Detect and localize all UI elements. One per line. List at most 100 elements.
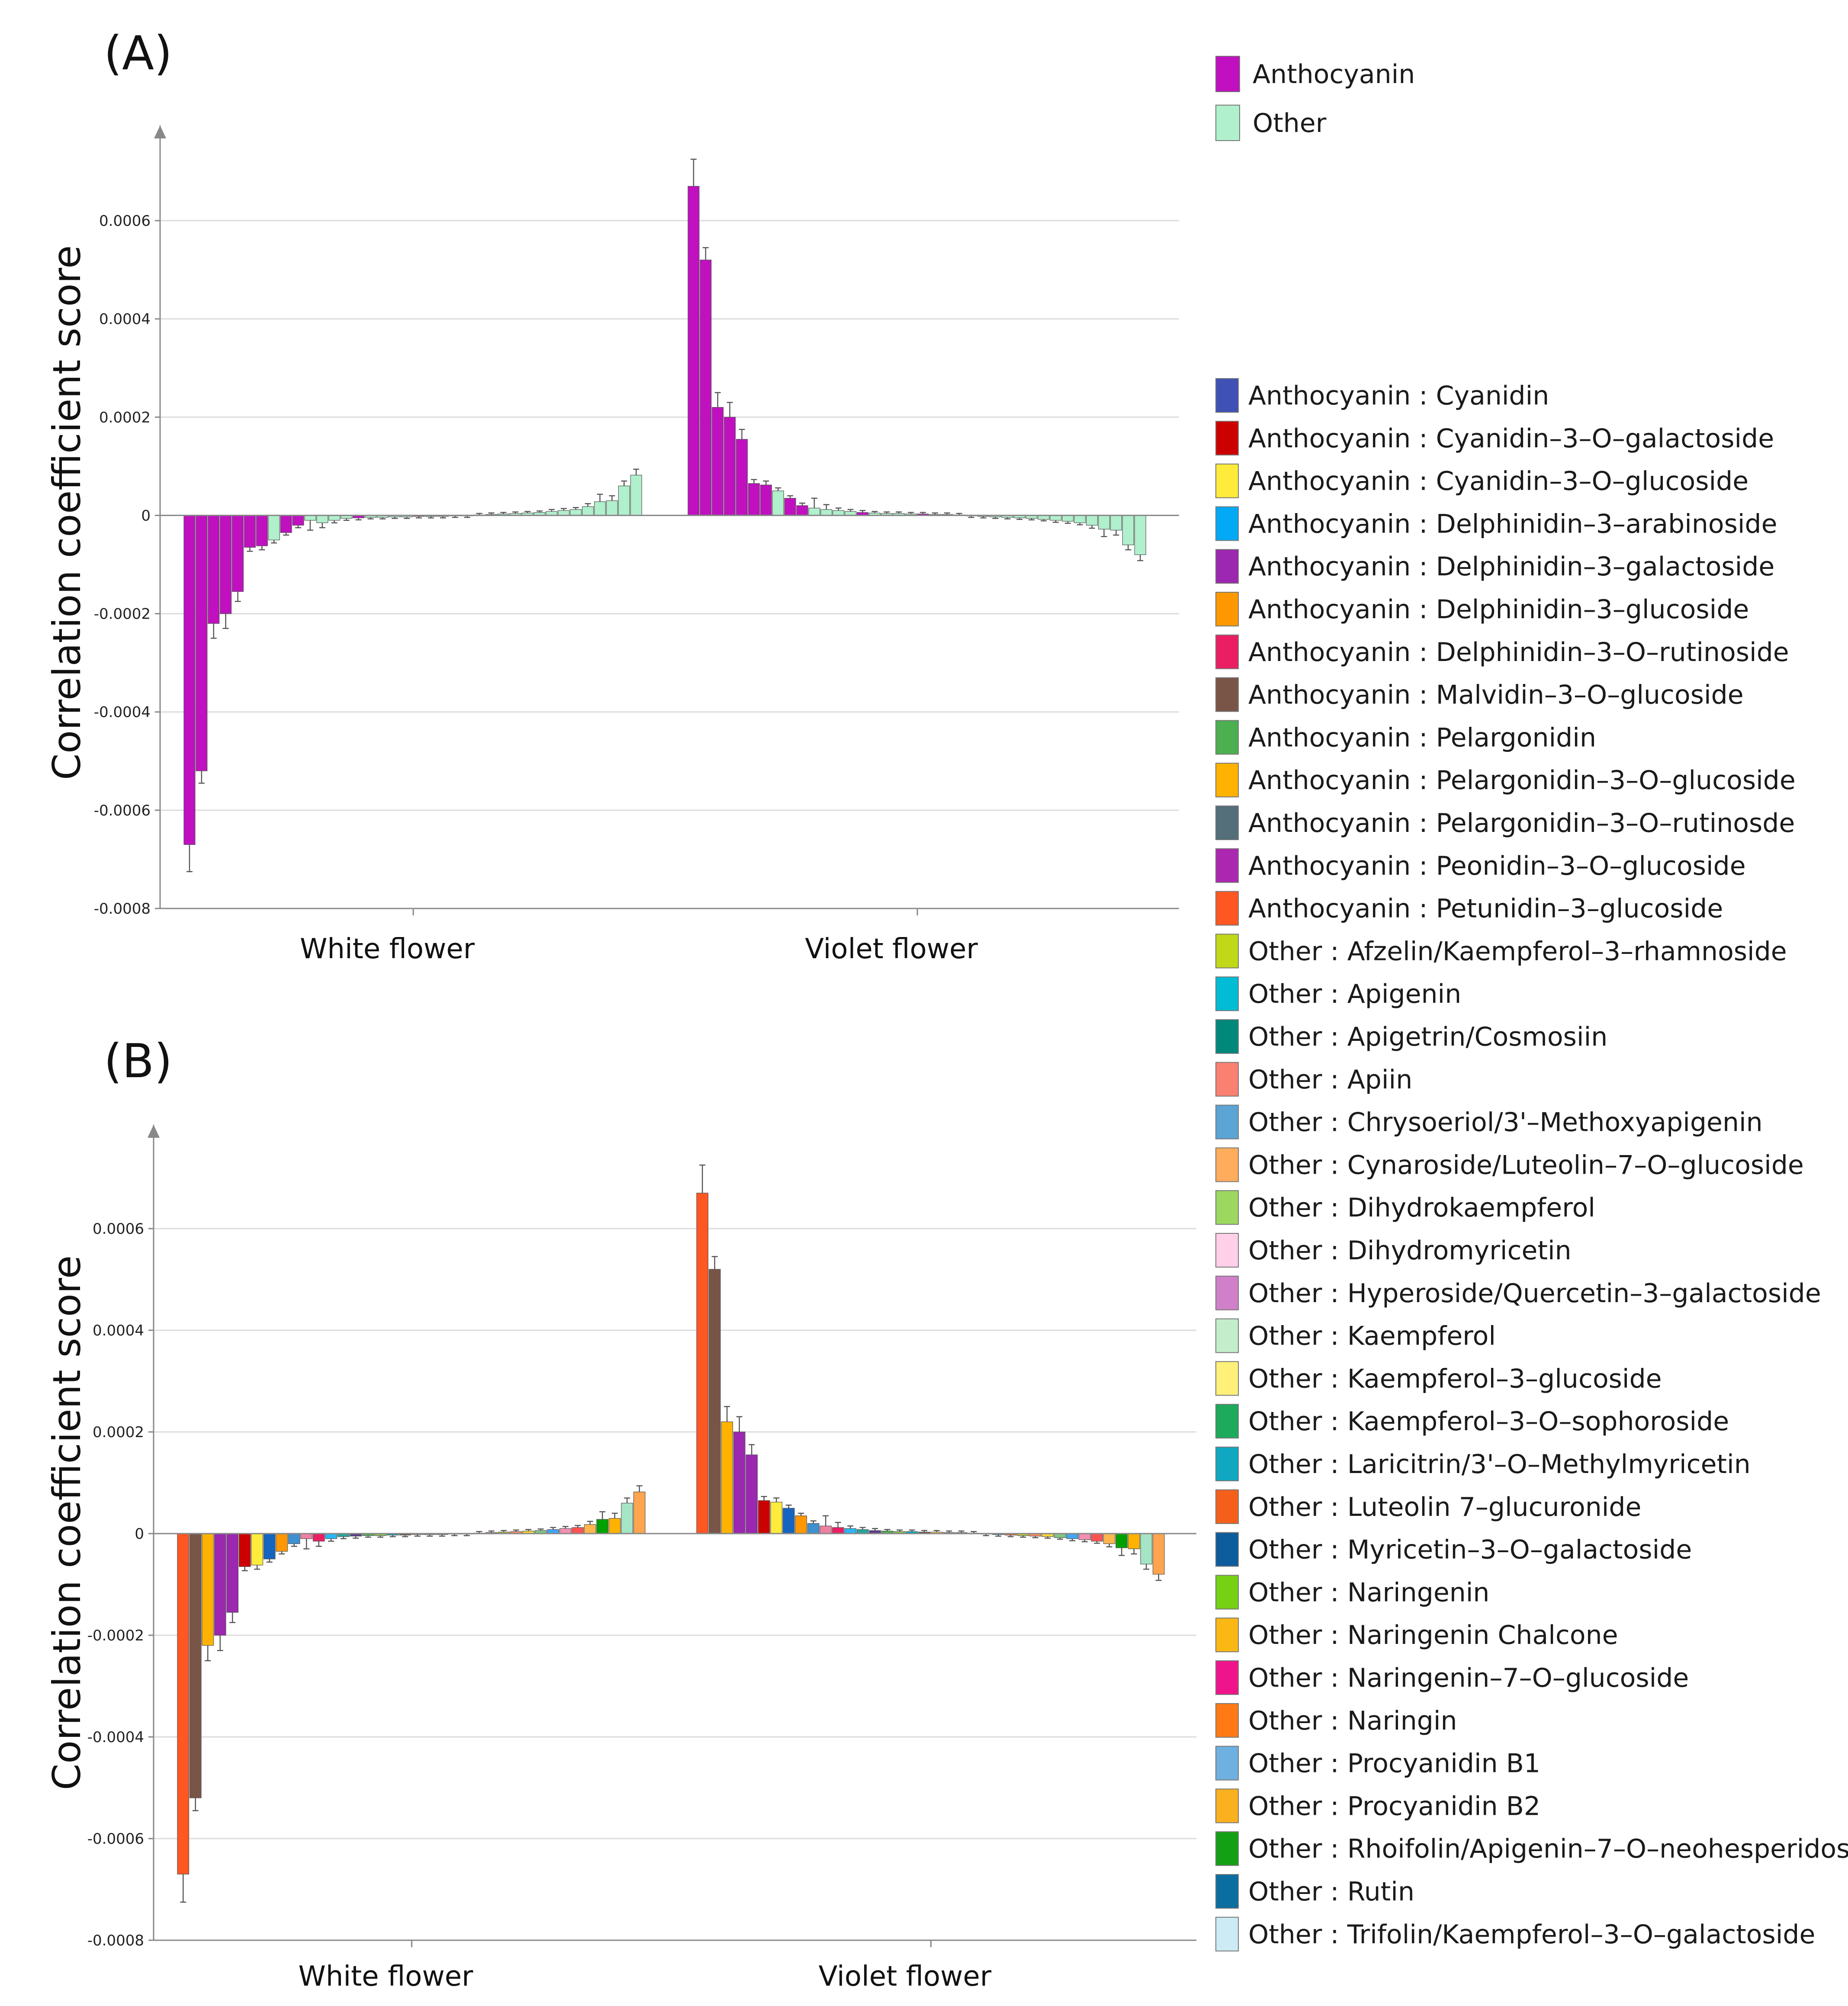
bar: [1115, 1533, 1128, 1548]
legend-swatch: [1215, 1575, 1239, 1610]
legend-label: Anthocyanin : Petunidin–3–glucoside: [1248, 894, 1723, 924]
legend-swatch: [1215, 1275, 1239, 1310]
bar: [700, 260, 712, 516]
panel-a: (A) Correlation coefficient score 0.0006…: [45, 26, 1415, 965]
bar: [784, 498, 796, 516]
bar: [244, 515, 256, 548]
bar: [208, 515, 220, 624]
bar: [1122, 515, 1134, 546]
legend-swatch: [1215, 549, 1239, 584]
y-tick-label: 0.0004: [99, 311, 151, 328]
legend-swatch: [1215, 1190, 1239, 1225]
bar: [300, 1533, 313, 1539]
bar: [733, 1431, 746, 1534]
bar: [572, 1527, 584, 1534]
legend-swatch: [1215, 1361, 1239, 1396]
bar: [316, 515, 328, 523]
panel-b: (B) Correlation coefficient score 0.0006…: [45, 1034, 1196, 1993]
legend-label: Other : Procyanidin B2: [1248, 1791, 1540, 1821]
legend-swatch: [1215, 1447, 1239, 1481]
legend-swatch: [1215, 1874, 1239, 1909]
y-tick-label: 0.0004: [93, 1322, 144, 1339]
legend-swatch: [1215, 677, 1239, 712]
legend-swatch: [1215, 763, 1239, 798]
legend-swatch: [1215, 976, 1239, 1011]
legend-label: Anthocyanin : Pelargonidin: [1248, 722, 1596, 753]
bar: [594, 501, 606, 516]
category-label-violet-a: Violet flower: [805, 933, 978, 965]
y-tick-label: 0.0006: [99, 212, 151, 230]
legend-swatch: [1215, 1318, 1239, 1353]
bar: [748, 483, 760, 516]
y-tick-label: -0.0002: [94, 606, 151, 623]
bar: [712, 407, 724, 516]
legend-swatch: [1215, 934, 1239, 969]
legend-label: Other : Hyperoside/Quercetin–3–galactosi…: [1248, 1278, 1821, 1309]
legend-swatch: [1215, 1147, 1239, 1182]
bar: [238, 1533, 251, 1567]
legend-label: Other : Naringenin: [1248, 1577, 1489, 1608]
bar: [782, 1508, 795, 1534]
bar: [1091, 1533, 1103, 1542]
bar: [770, 1502, 783, 1534]
bar: [807, 1523, 820, 1534]
y-tick-label: -0.0004: [87, 1729, 144, 1746]
legend-swatch: [1215, 1233, 1239, 1268]
bar: [772, 491, 784, 516]
bar: [231, 515, 244, 592]
bar: [608, 1518, 621, 1534]
bar: [570, 509, 582, 516]
bar: [1140, 1533, 1153, 1565]
legend-swatch: [1215, 1062, 1239, 1097]
legend-label: Other : Naringenin–7–O–glucoside: [1248, 1663, 1689, 1693]
bar: [621, 1502, 633, 1534]
legend-label: Other : Naringenin Chalcone: [1248, 1620, 1618, 1650]
legend-label: Other : Rutin: [1248, 1877, 1414, 1907]
bar: [820, 509, 832, 516]
legend-swatch: [1215, 891, 1239, 926]
legend-swatch: [1215, 1104, 1239, 1139]
bar: [795, 1515, 807, 1534]
legend-swatch: [1215, 1746, 1239, 1781]
y-ticks-a: 0.0006 0.0004 0.0002 0 -0.0002 -0.0004 -0.0006…: [94, 212, 160, 918]
legend-swatch: [1215, 1916, 1239, 1951]
gridlines-b: [154, 1228, 1196, 1941]
bar: [688, 186, 700, 516]
bar: [758, 1500, 770, 1534]
bars-b: [177, 1164, 1165, 1903]
legend-swatch: [1215, 1019, 1239, 1054]
legend-label: Other : Laricitrin/3'–O–Methylmyricetin: [1248, 1449, 1751, 1480]
legend-label: Anthocyanin : Delphinidin–3–glucoside: [1248, 594, 1749, 625]
legend-label: Other : Apiin: [1248, 1065, 1412, 1095]
axes-b: [148, 1125, 1196, 1947]
bar: [263, 1533, 276, 1560]
y-axis-title-b: Correlation coefficient score: [45, 1255, 89, 1790]
bar: [596, 1519, 609, 1534]
y-axis-title-a: Correlation coefficient score: [45, 245, 89, 780]
legend-compound: Anthocyanin : Cyanidin Anthocyanin : Cyan…: [1215, 378, 1848, 1951]
bar: [584, 1524, 596, 1534]
y-tick-label: 0.0002: [93, 1424, 144, 1441]
legend-label: Anthocyanin : Pelargonidin–3–O–glucoside: [1248, 765, 1796, 796]
bar: [1110, 515, 1122, 531]
y-tick-label: 0.0002: [99, 409, 151, 426]
bar: [1103, 1533, 1115, 1544]
bar: [1152, 1533, 1165, 1575]
bar: [177, 1533, 190, 1874]
y-tick-label: -0.0008: [87, 1932, 144, 1949]
bar: [832, 510, 845, 516]
legend-swatch: [1215, 506, 1239, 541]
legend-swatch: [1215, 420, 1239, 456]
legend-label: Anthocyanin : Pelargonidin–3–O–rutinosde: [1248, 808, 1795, 838]
bar: [312, 1533, 325, 1542]
bar: [226, 1533, 239, 1613]
legend-label: Other: [1253, 108, 1327, 138]
bar: [268, 515, 280, 540]
legend-label: Other : Myricetin–3–O–galactoside: [1248, 1535, 1692, 1565]
legend-label: Other : Dihydrokaempferol: [1248, 1193, 1595, 1223]
legend-swatch: [1215, 592, 1239, 626]
bar: [1128, 1533, 1140, 1549]
legend-label: Other : Apigenin: [1248, 979, 1461, 1009]
bar: [280, 515, 292, 533]
bar: [304, 515, 316, 521]
